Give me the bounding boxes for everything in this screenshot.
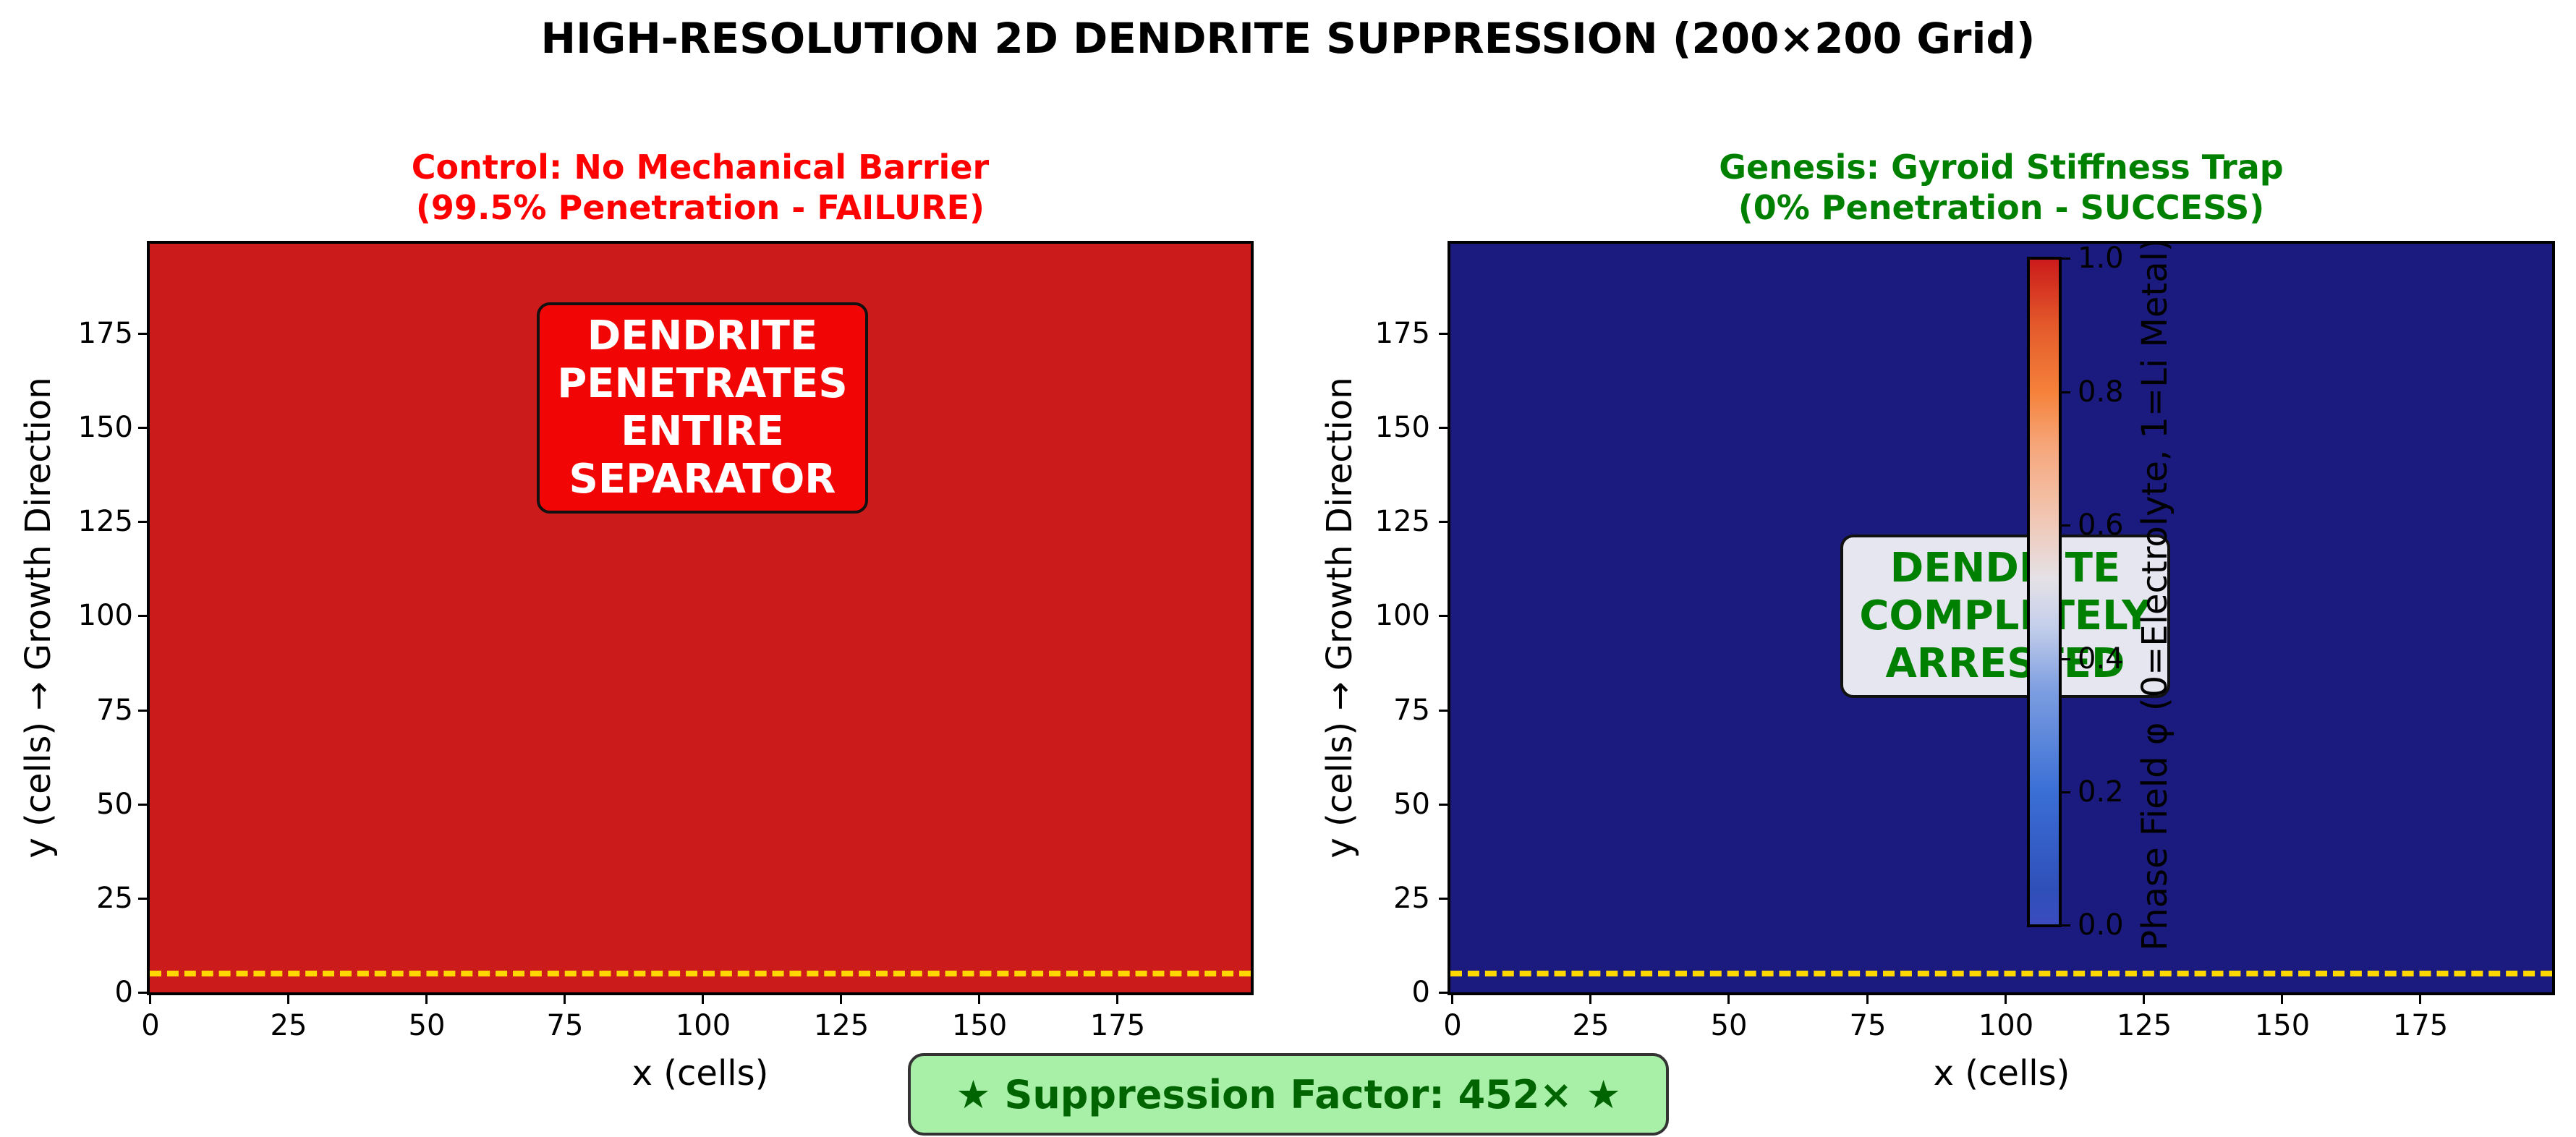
- suppression-factor-text: ★ Suppression Factor: 452× ★: [956, 1071, 1621, 1117]
- separator-reference-line: [150, 971, 1251, 976]
- panel-title: Genesis: Gyroid Stiffness Trap (0% Penet…: [1449, 147, 2554, 228]
- separator-reference-line: [1450, 971, 2552, 976]
- penetration-annotation: DENDRITE PENETRATES ENTIRE SEPARATOR: [537, 302, 868, 514]
- figure-title: HIGH-RESOLUTION 2D DENDRITE SUPPRESSION …: [540, 14, 2036, 63]
- panel-control: Control: No Mechanical Barrier (99.5% Pe…: [18, 147, 1254, 1094]
- suppression-factor-banner: ★ Suppression Factor: 452× ★: [908, 1053, 1669, 1136]
- panel-title-line1: Control: No Mechanical Barrier: [411, 148, 990, 187]
- arrest-annotation: DENDRITE COMPLETELY ARRESTED: [1840, 535, 2170, 698]
- panel-title: Control: No Mechanical Barrier (99.5% Pe…: [148, 147, 1252, 228]
- colorbar: [2027, 257, 2062, 927]
- panel-title-line1: Genesis: Gyroid Stiffness Trap: [1719, 148, 2284, 187]
- x-axis-label: x (cells): [632, 1053, 769, 1094]
- x-axis-label: x (cells): [1933, 1053, 2070, 1094]
- phase-field-heatmap: [1450, 244, 2552, 992]
- colorbar-label: Phase Field φ (0=Electrolyte, 1=Li Metal…: [2135, 238, 2175, 951]
- heatmap-axes: [1448, 241, 2555, 995]
- panel-title-line2: (99.5% Penetration - FAILURE): [415, 188, 985, 227]
- y-axis-label: y (cells) → Growth Direction: [1319, 377, 1360, 859]
- panel-title-line2: (0% Penetration - SUCCESS): [1738, 188, 2265, 227]
- y-axis-label: y (cells) → Growth Direction: [18, 377, 59, 859]
